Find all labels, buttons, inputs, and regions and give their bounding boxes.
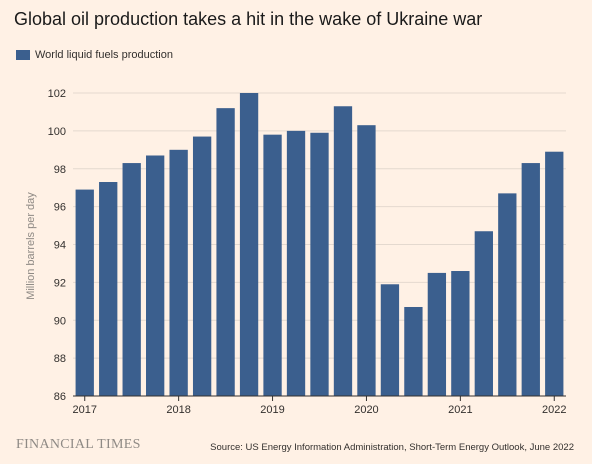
bar bbox=[333, 106, 353, 396]
y-tick-label: 90 bbox=[54, 315, 66, 327]
bar bbox=[498, 193, 517, 396]
bar bbox=[545, 151, 564, 396]
y-tick-label: 98 bbox=[54, 164, 66, 176]
y-tick-label: 102 bbox=[48, 88, 66, 100]
bar bbox=[239, 93, 259, 396]
bar bbox=[451, 271, 470, 396]
x-tick-label: 2019 bbox=[260, 404, 284, 416]
y-tick-label: 92 bbox=[54, 277, 66, 289]
bar bbox=[286, 130, 306, 396]
bar bbox=[357, 125, 376, 396]
y-tick-label: 96 bbox=[54, 202, 66, 214]
bar bbox=[380, 284, 400, 396]
chart-title: Global oil production takes a hit in the… bbox=[14, 9, 483, 29]
bar bbox=[122, 163, 141, 396]
bar bbox=[146, 155, 165, 396]
x-tick-label: 2020 bbox=[354, 404, 378, 416]
bar bbox=[404, 306, 423, 396]
bar bbox=[192, 136, 212, 396]
bar bbox=[310, 132, 329, 397]
y-tick-label: 88 bbox=[54, 353, 66, 365]
legend-label: World liquid fuels production bbox=[35, 49, 173, 61]
bar bbox=[216, 108, 235, 397]
x-tick-label: 2022 bbox=[542, 404, 566, 416]
legend: World liquid fuels production bbox=[16, 49, 173, 61]
bar bbox=[99, 182, 118, 396]
legend-swatch bbox=[16, 50, 30, 60]
y-tick-label: 94 bbox=[54, 240, 66, 252]
ft-logo: FINANCIAL TIMES bbox=[16, 437, 141, 452]
x-tick-label: 2021 bbox=[448, 404, 472, 416]
y-tick-label: 86 bbox=[54, 391, 66, 403]
bar bbox=[521, 163, 540, 396]
x-tick-label: 2017 bbox=[72, 404, 96, 416]
bar bbox=[263, 134, 282, 396]
x-tick-label: 2018 bbox=[166, 404, 190, 416]
bar bbox=[169, 149, 188, 396]
y-tick-label: 100 bbox=[48, 126, 66, 138]
bar bbox=[474, 231, 493, 396]
source-note: Source: US Energy Information Administra… bbox=[210, 442, 574, 453]
bar bbox=[75, 189, 94, 396]
bar bbox=[427, 272, 447, 396]
